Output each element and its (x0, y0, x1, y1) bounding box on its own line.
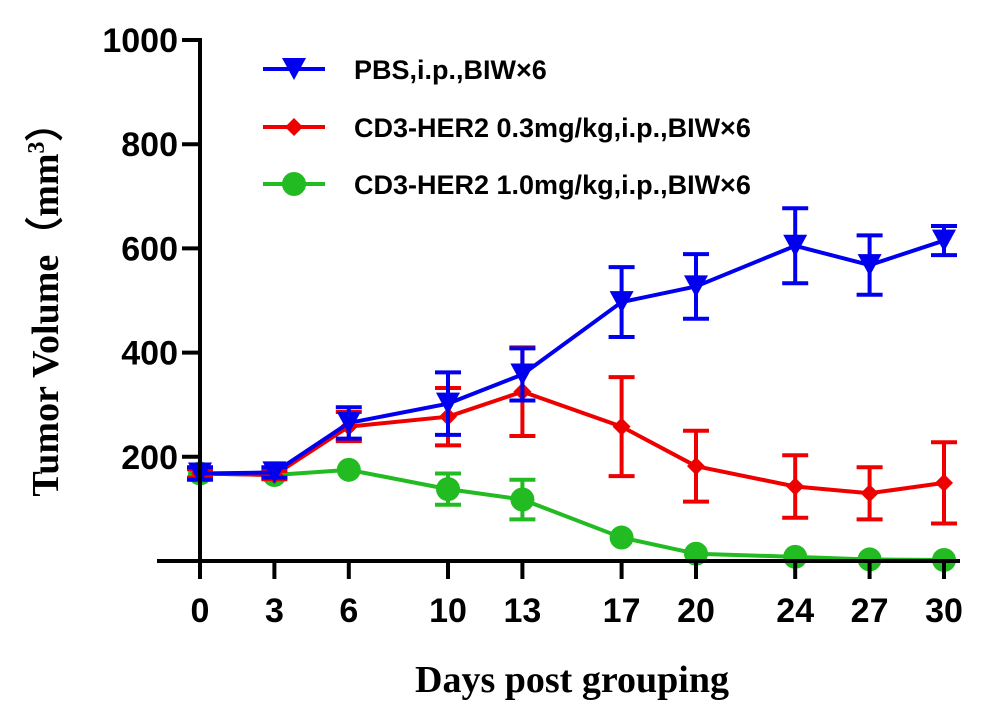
x-tick-label: 3 (265, 592, 284, 630)
x-tick-label: 27 (851, 592, 889, 630)
legend-entry-1: PBS,i.p.,BIW×6 (263, 55, 547, 85)
legend-label: PBS,i.p.,BIW×6 (354, 55, 547, 85)
legend-marker (285, 118, 303, 136)
y-tick-label: 1000 (102, 22, 178, 60)
x-tick-label: 17 (603, 592, 641, 630)
series-line (199, 389, 945, 496)
data-point (684, 275, 708, 298)
data-point (262, 461, 287, 484)
data-point (510, 487, 535, 512)
data-point (783, 234, 808, 257)
data-point (609, 525, 634, 550)
y-axis-label-close: ） (25, 103, 67, 141)
series-line (199, 238, 945, 476)
x-axis-label: Days post grouping (415, 659, 729, 701)
data-point (510, 363, 535, 386)
data-point (687, 457, 705, 476)
data-point (857, 254, 882, 277)
series-1 (187, 206, 957, 485)
series-2 (187, 345, 957, 526)
x-tick-label: 30 (925, 592, 963, 630)
data-point (609, 291, 634, 314)
data-point (932, 229, 956, 252)
legend: PBS,i.p.,BIW×6 CD3-HER2 0.3mg/kg,i.p.,BIW… (263, 55, 751, 200)
y-axis-label: Tumor Volume（mm3） (24, 103, 67, 496)
legend-label: CD3-HER2 0.3mg/kg,i.p.,BIW×6 (354, 113, 751, 143)
data-point (612, 417, 631, 436)
axes: 200 400 600 800 1000 0 3 6 10 13 17 20 24 27 30 (102, 22, 963, 630)
data-point (436, 392, 460, 415)
series-3 (188, 457, 956, 572)
x-tick-label: 10 (429, 592, 467, 630)
legend-marker (282, 172, 306, 196)
x-tick-label: 24 (776, 592, 814, 630)
x-tick-label: 13 (503, 592, 541, 630)
data-point (336, 411, 361, 434)
y-tick-label: 400 (121, 335, 178, 373)
plot-area (187, 206, 957, 572)
y-axis-label-superscript: 3 (24, 141, 50, 153)
x-tick-label: 6 (339, 592, 358, 630)
data-point (786, 477, 805, 496)
legend-entry-2: CD3-HER2 0.3mg/kg,i.p.,BIW×6 (263, 113, 751, 143)
y-tick-label: 200 (121, 439, 178, 477)
y-axis-label-main: Tumor Volume（mm (25, 153, 67, 496)
data-point (436, 477, 460, 502)
x-tick-label: 20 (677, 592, 715, 630)
series-line (199, 467, 945, 562)
legend-label: CD3-HER2 1.0mg/kg,i.p.,BIW×6 (354, 170, 751, 200)
data-point (336, 457, 361, 482)
y-tick-label: 600 (121, 230, 178, 268)
legend-entry-3: CD3-HER2 1.0mg/kg,i.p.,BIW×6 (263, 170, 751, 200)
y-tick-label: 800 (121, 126, 178, 164)
data-point (935, 473, 953, 492)
data-point (860, 484, 879, 503)
x-tick-label: 0 (191, 592, 210, 630)
legend-marker (282, 58, 306, 80)
